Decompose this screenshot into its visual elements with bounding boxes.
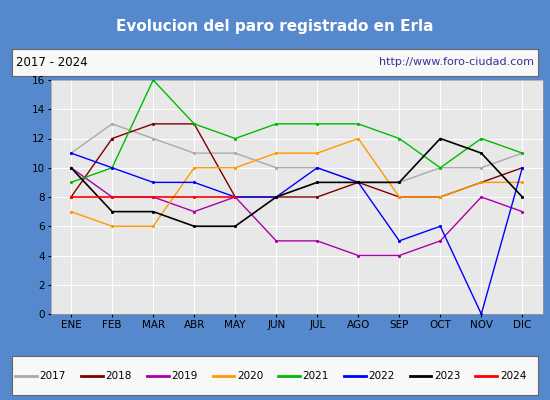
Text: 2022: 2022 — [368, 370, 395, 381]
Text: 2020: 2020 — [237, 370, 263, 381]
Text: 2017 - 2024: 2017 - 2024 — [16, 56, 88, 69]
Text: http://www.foro-ciudad.com: http://www.foro-ciudad.com — [379, 57, 534, 67]
Text: Evolucion del paro registrado en Erla: Evolucion del paro registrado en Erla — [116, 18, 434, 34]
Text: 2019: 2019 — [171, 370, 197, 381]
Text: 2021: 2021 — [302, 370, 329, 381]
Text: 2024: 2024 — [500, 370, 526, 381]
Text: 2017: 2017 — [40, 370, 66, 381]
Text: 2018: 2018 — [106, 370, 132, 381]
Text: 2023: 2023 — [434, 370, 460, 381]
